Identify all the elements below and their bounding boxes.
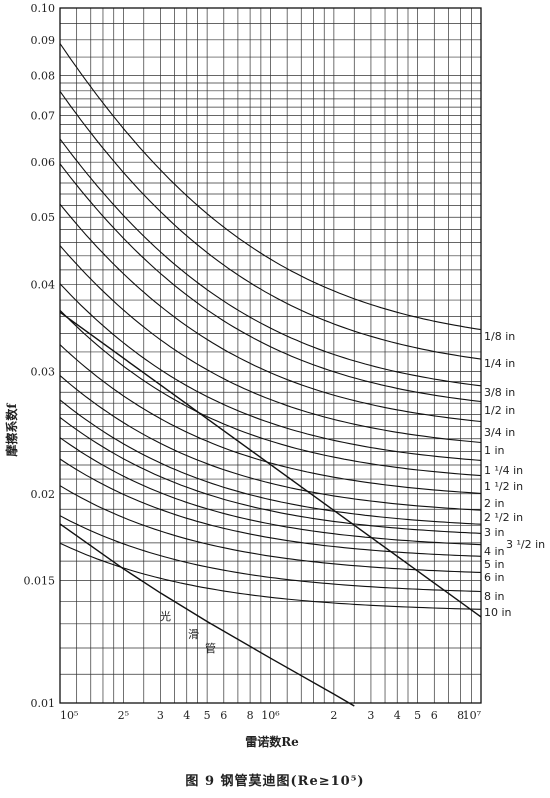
pipe-curve	[59, 245, 482, 444]
y-tick-label: 0.06	[31, 156, 56, 169]
y-tick-label: 0.05	[31, 211, 56, 224]
curve-label: 2 in	[484, 497, 505, 510]
pipe-curve	[59, 203, 482, 423]
curve-label: 5 in	[484, 558, 505, 571]
curve-label: 3 in	[484, 526, 505, 539]
y-tick-label: 0.04	[31, 279, 56, 292]
y-tick-label: 0.10	[31, 2, 56, 15]
pipe-curve	[59, 515, 482, 593]
x-tick-label: 6	[220, 709, 227, 722]
y-axis-title: 摩擦系数f	[4, 403, 19, 457]
pipe-curve	[59, 90, 482, 360]
curve-label: 4 in	[484, 545, 505, 558]
x-tick-label: 8	[457, 709, 464, 722]
plot-frame	[59, 7, 482, 704]
pipe-curve	[59, 163, 482, 403]
curve-label: 3 ¹/2 in	[506, 538, 545, 551]
tick-labels: 0.01 0.015 0.02 0.03 0.04 0.05 0.06 0.07 0.08 0.0…	[24, 2, 482, 722]
y-tick-label: 0.03	[31, 365, 56, 378]
smooth-pipe-curve	[59, 523, 355, 707]
x-tick-label: 10⁷	[463, 709, 482, 722]
pipe-curves	[59, 43, 482, 707]
pipe-curve	[59, 416, 482, 534]
smooth-pipe-label: 管	[205, 641, 216, 655]
x-tick-label: 10⁶	[261, 709, 280, 722]
curve-label: 1 in	[484, 444, 505, 457]
y-tick-label: 0.02	[31, 488, 56, 501]
curve-label: 3/8 in	[484, 386, 515, 399]
y-tick-label: 0.09	[31, 34, 56, 47]
figure-caption: 图 9 钢管莫迪图(Re≥10⁵)	[185, 774, 365, 789]
curve-label: 1 ¹/4 in	[484, 464, 523, 477]
pipe-curve	[59, 542, 482, 610]
curve-label: 1/4 in	[484, 357, 515, 370]
y-tick-label: 0.015	[24, 575, 56, 588]
curve-label: 8 in	[484, 590, 505, 603]
x-tick-label: 4	[183, 709, 190, 722]
x-tick-label: 3	[367, 709, 374, 722]
curve-label: 3/4 in	[484, 426, 515, 439]
pipe-curve	[59, 43, 482, 331]
x-tick-label: 5	[414, 709, 421, 722]
x-tick-label: 10⁵	[60, 709, 78, 722]
curve-label: 2 ¹/2 in	[484, 511, 523, 524]
y-tick-label: 0.01	[31, 697, 56, 710]
grid-lines	[59, 7, 482, 704]
pipe-curve	[59, 283, 482, 461]
curve-label: 6 in	[484, 571, 505, 584]
smooth-pipe-label: 滑	[188, 628, 199, 641]
x-tick-label: 6	[431, 709, 438, 722]
y-tick-label: 0.07	[31, 110, 56, 123]
x-tick-label: 4	[394, 709, 401, 722]
curve-label: 1/8 in	[484, 330, 515, 343]
pipe-curve	[59, 138, 482, 387]
curve-label: 1/2 in	[484, 404, 515, 417]
y-tick-label: 0.08	[31, 69, 56, 82]
pipe-curve	[59, 485, 482, 573]
x-tick-label: 2	[330, 709, 337, 722]
x-tick-label: 8	[247, 709, 254, 722]
x-tick-label: 3	[157, 709, 164, 722]
curve-label: 1 ¹/2 in	[484, 480, 523, 493]
pipe-curve	[59, 458, 482, 557]
pipe-curve	[59, 399, 482, 525]
pipe-curve	[59, 437, 482, 546]
curve-labels: 1/8 in 1/4 in 3/8 in 1/2 in 3/4 in 1 in 1 ¹/4 …	[160, 330, 545, 655]
pipe-curve	[59, 309, 482, 477]
complete-turbulence-line	[59, 311, 482, 618]
x-axis-title: 雷诺数Re	[245, 734, 299, 749]
pipe-curve	[59, 375, 482, 511]
smooth-pipe-label: 光	[160, 609, 171, 623]
x-tick-label: 5	[204, 709, 211, 722]
curve-label: 10 in	[484, 606, 512, 619]
pipe-curve	[59, 344, 482, 494]
x-tick-label: 2⁵	[118, 709, 129, 722]
